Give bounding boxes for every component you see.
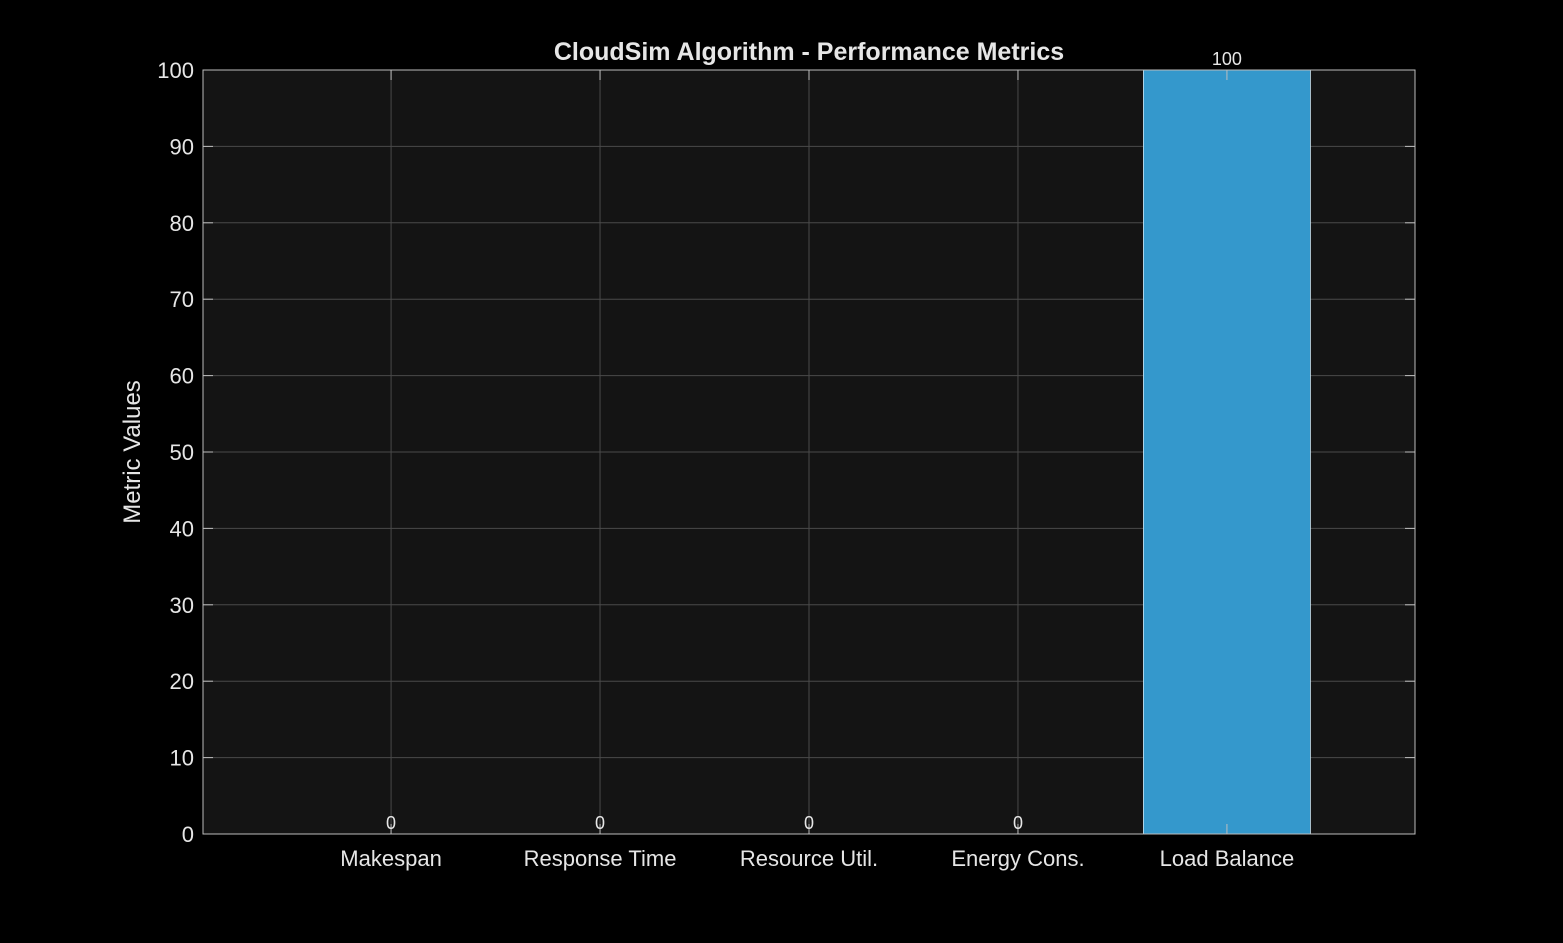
x-tick-label: Load Balance	[1160, 846, 1295, 871]
y-tick-label: 60	[170, 364, 194, 389]
y-tick-label: 100	[157, 58, 194, 83]
x-tick-label: Makespan	[340, 846, 442, 871]
y-tick-label: 10	[170, 746, 194, 771]
y-tick-label: 0	[182, 822, 194, 847]
bar-value-label: 0	[1013, 813, 1023, 833]
plot-frame	[202, 69, 1416, 835]
tick-marks	[203, 69, 1415, 835]
y-tick-label: 90	[170, 134, 194, 159]
bar-value-label: 0	[804, 813, 814, 833]
x-tick-label: Response Time	[524, 846, 677, 871]
tick-labels: 0 10 20 30 40 50 60 70 80 90 100 Makespan Response T…	[157, 58, 1294, 871]
y-tick-label: 20	[170, 669, 194, 694]
bars	[1143, 69, 1311, 835]
y-tick-label: 80	[170, 211, 194, 236]
y-tick-label: 40	[170, 516, 194, 541]
chart-title: CloudSim Algorithm - Performance Metrics	[554, 38, 1064, 66]
y-axis-label: Metric Values	[119, 380, 146, 524]
x-tick-label: Resource Util.	[740, 846, 878, 871]
bar-value-label: 0	[595, 813, 605, 833]
y-tick-label: 30	[170, 593, 194, 618]
bar-load-balance	[1143, 69, 1311, 835]
y-tick-label: 50	[170, 440, 194, 465]
x-tick-label: Energy Cons.	[951, 846, 1084, 871]
bar-value-label: 100	[1212, 49, 1242, 69]
value-labels: 0 0 0 0 100	[386, 49, 1242, 833]
bar-value-label: 0	[386, 813, 396, 833]
y-tick-label: 70	[170, 287, 194, 312]
